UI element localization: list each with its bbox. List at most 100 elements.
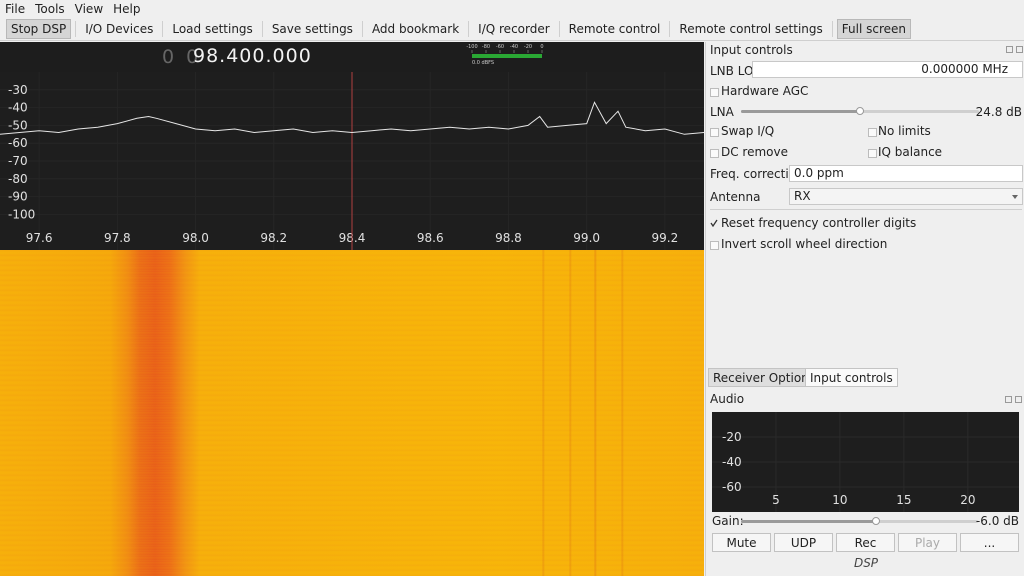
x-tick-label: 99.2 bbox=[652, 231, 679, 245]
checkbox[interactable] bbox=[710, 149, 719, 158]
checkbox[interactable] bbox=[710, 241, 719, 250]
audio-button[interactable]: UDP bbox=[774, 533, 833, 552]
meter-tick-label: -20 bbox=[524, 44, 532, 50]
y-tick-label: -100 bbox=[8, 207, 35, 221]
toolbar-button[interactable]: I/O Devices bbox=[80, 19, 158, 39]
y-tick-label: -40 bbox=[722, 455, 742, 469]
gain-value: -6.0 dB bbox=[976, 514, 1019, 528]
audio-title: Audio bbox=[710, 392, 744, 406]
audio-button[interactable]: Rec bbox=[836, 533, 895, 552]
y-tick-label: -20 bbox=[722, 430, 742, 444]
audio-fft-plot: -20 -40 -60 5 10 15 20 bbox=[712, 412, 1019, 512]
toolbar-separator bbox=[832, 21, 833, 37]
slider-fill bbox=[741, 520, 875, 523]
frequency-value[interactable]: 98.400.000 bbox=[193, 45, 312, 67]
toolbar-separator bbox=[669, 21, 670, 37]
dock-close[interactable] bbox=[1015, 396, 1022, 403]
x-tick-label: 98.2 bbox=[260, 231, 287, 245]
x-tick-label: 97.6 bbox=[26, 231, 53, 245]
toolbar-separator bbox=[262, 21, 263, 37]
toolbar-button[interactable]: Save settings bbox=[267, 19, 358, 39]
y-tick-label: -60 bbox=[722, 480, 742, 494]
gain-label: Gain: bbox=[712, 514, 744, 528]
x-tick-label: 10 bbox=[832, 493, 847, 507]
toolbar-separator bbox=[362, 21, 363, 37]
dock-close[interactable] bbox=[1016, 46, 1023, 53]
spectrum-plot[interactable]: -30-40-50-60-70-80-90-10097.697.898.098.… bbox=[0, 72, 704, 250]
toolbar-button[interactable]: I/Q recorder bbox=[473, 19, 555, 39]
slider-fill bbox=[741, 110, 859, 113]
freq-correction-input[interactable]: 0.0 ppm bbox=[789, 165, 1023, 182]
x-tick-label: 98.8 bbox=[495, 231, 522, 245]
toolbar-button[interactable]: Remote control settings bbox=[674, 19, 827, 39]
checkbox[interactable] bbox=[868, 128, 877, 137]
no-limits-label: No limits bbox=[878, 124, 931, 138]
menu-item[interactable]: Tools bbox=[35, 2, 65, 16]
swap-iq-label: Swap I/Q bbox=[721, 124, 774, 138]
checkbox[interactable] bbox=[710, 88, 719, 97]
meter-tick-label: -80 bbox=[482, 44, 490, 50]
antenna-label: Antenna bbox=[710, 190, 760, 204]
meter-level-label: 0.0 dBFS bbox=[472, 60, 494, 66]
x-tick-label: 20 bbox=[960, 493, 975, 507]
combo-arrow bbox=[1012, 195, 1018, 199]
x-tick-label: 15 bbox=[896, 493, 911, 507]
toolbar: Stop DSP I/O Devices Load settings Save set… bbox=[0, 18, 1024, 41]
audio-button: Play bbox=[898, 533, 957, 552]
menu-item[interactable]: File bbox=[5, 2, 25, 16]
hardware-agc-label: Hardware AGC bbox=[721, 84, 808, 98]
x-tick-label: 98.6 bbox=[417, 231, 444, 245]
y-tick-label: -80 bbox=[8, 172, 28, 186]
slider-handle[interactable] bbox=[872, 517, 880, 525]
signal-meter: 0.0 dBFS -100-80-60-40-200 bbox=[460, 42, 560, 66]
x-tick-label: 99.0 bbox=[573, 231, 600, 245]
toolbar-button[interactable]: Stop DSP bbox=[6, 19, 71, 39]
toolbar-button[interactable]: Load settings bbox=[167, 19, 257, 39]
y-tick-label: -30 bbox=[8, 83, 28, 97]
checkbox[interactable] bbox=[710, 128, 719, 137]
invert-scroll-label: Invert scroll wheel direction bbox=[721, 237, 887, 251]
toolbar-separator bbox=[162, 21, 163, 37]
slider-handle[interactable] bbox=[856, 107, 864, 115]
meter-tick-label: -60 bbox=[496, 44, 504, 50]
toolbar-button[interactable]: Add bookmark bbox=[367, 19, 464, 39]
meter-tick-label: 0 bbox=[540, 44, 543, 50]
dc-remove-label: DC remove bbox=[721, 145, 788, 159]
y-tick-label: -40 bbox=[8, 101, 28, 115]
menu-bar: File Tools View Help bbox=[0, 0, 1024, 17]
checkbox[interactable] bbox=[868, 149, 877, 158]
dock-float[interactable] bbox=[1005, 396, 1012, 403]
antenna-combobox[interactable]: RX bbox=[789, 188, 1023, 205]
lna-value: 24.8 dB bbox=[976, 105, 1022, 119]
lnb-lo-input[interactable]: 0.000000 MHz bbox=[752, 61, 1023, 78]
tab[interactable]: Input controls bbox=[805, 368, 898, 387]
x-tick-label: 98.0 bbox=[182, 231, 209, 245]
toolbar-button[interactable]: Full screen bbox=[837, 19, 911, 39]
dsp-label: DSP bbox=[0, 556, 1024, 570]
y-tick-label: -60 bbox=[8, 136, 28, 150]
waterfall[interactable] bbox=[0, 250, 704, 576]
x-tick-label: 97.8 bbox=[104, 231, 131, 245]
dock-title: Input controls bbox=[710, 43, 793, 57]
audio-button[interactable]: Mute bbox=[712, 533, 771, 552]
menu-item[interactable]: Help bbox=[113, 2, 140, 16]
reset-digits-label: Reset frequency controller digits bbox=[721, 216, 916, 230]
dock-float[interactable] bbox=[1006, 46, 1013, 53]
tab[interactable]: Receiver Options bbox=[708, 368, 820, 387]
x-tick-label: 5 bbox=[772, 493, 780, 507]
meter-tick-label: -40 bbox=[510, 44, 518, 50]
lnb-lo-label: LNB LO bbox=[710, 64, 753, 78]
y-tick-label: -70 bbox=[8, 154, 28, 168]
toolbar-separator bbox=[559, 21, 560, 37]
toolbar-button[interactable]: Remote control bbox=[564, 19, 666, 39]
audio-button[interactable]: ... bbox=[960, 533, 1019, 552]
iq-balance-label: IQ balance bbox=[878, 145, 942, 159]
check-mark bbox=[710, 219, 718, 227]
separator bbox=[710, 209, 1022, 210]
frequency-display bbox=[0, 42, 704, 72]
menu-item[interactable]: View bbox=[75, 2, 103, 16]
toolbar-separator bbox=[468, 21, 469, 37]
meter-bar bbox=[472, 54, 542, 58]
toolbar-separator bbox=[75, 21, 76, 37]
